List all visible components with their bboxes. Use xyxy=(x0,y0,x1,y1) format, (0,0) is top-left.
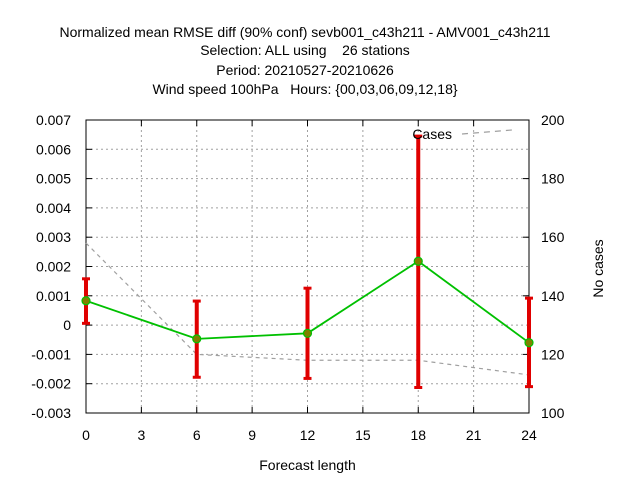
y-tick-label: 0.002 xyxy=(36,259,71,275)
y2-tick-label: 100 xyxy=(541,405,565,421)
y2-tick-label: 120 xyxy=(541,346,565,362)
x-tick-label: 0 xyxy=(82,427,90,443)
data-point xyxy=(524,338,534,348)
y-axis: -0.003 -0.002 -0.001 0 0.001 0.002 0.003 0.004 0… xyxy=(31,112,92,421)
title-line-1: Normalized mean RMSE diff (90% conf) sev… xyxy=(59,24,550,40)
y2-tick-label: 160 xyxy=(541,229,565,245)
main-series xyxy=(81,134,534,390)
legend: Cases xyxy=(412,126,513,142)
y-tick-label: 0.005 xyxy=(36,171,71,187)
x-axis: 0 3 6 9 12 15 18 21 24 xyxy=(82,120,537,443)
chart-title: Normalized mean RMSE diff (90% conf) sev… xyxy=(59,24,550,97)
y2-axis-label: No cases xyxy=(590,239,606,297)
legend-label-cases: Cases xyxy=(412,126,452,142)
data-point xyxy=(81,296,91,306)
y-tick-label: 0.001 xyxy=(36,288,71,304)
y2-axis: 100 120 140 160 180 200 xyxy=(523,112,565,421)
y2-tick-label: 180 xyxy=(541,171,565,187)
x-tick-label: 15 xyxy=(355,427,371,443)
title-line-4: Wind speed 100hPa Hours: {00,03,06,09,12… xyxy=(152,81,457,97)
title-line-3: Period: 20210527-20210626 xyxy=(216,62,394,78)
y2-tick-label: 140 xyxy=(541,288,565,304)
title-line-2: Selection: ALL using 26 stations xyxy=(200,42,410,58)
x-tick-label: 21 xyxy=(466,427,482,443)
y-tick-label: 0.006 xyxy=(36,141,71,157)
data-point xyxy=(302,328,313,338)
y-tick-label: -0.003 xyxy=(31,405,71,421)
x-tick-label: 18 xyxy=(410,427,426,443)
x-tick-label: 6 xyxy=(193,427,201,443)
x-axis-label: Forecast length xyxy=(259,457,356,473)
y2-tick-label: 200 xyxy=(541,112,565,128)
y-tick-label: -0.001 xyxy=(31,346,71,362)
y-tick-label: -0.002 xyxy=(31,376,71,392)
x-tick-label: 24 xyxy=(521,427,537,443)
data-point xyxy=(413,256,423,266)
y-tick-label: 0.004 xyxy=(36,200,71,216)
y-tick-label: 0 xyxy=(63,317,71,333)
y-tick-label: 0.007 xyxy=(36,112,71,128)
y-tick-label: 0.003 xyxy=(36,229,71,245)
legend-line-cases xyxy=(461,129,513,135)
data-point xyxy=(192,334,202,344)
x-tick-label: 9 xyxy=(248,427,256,443)
x-tick-label: 12 xyxy=(300,427,316,443)
x-tick-label: 3 xyxy=(137,427,145,443)
